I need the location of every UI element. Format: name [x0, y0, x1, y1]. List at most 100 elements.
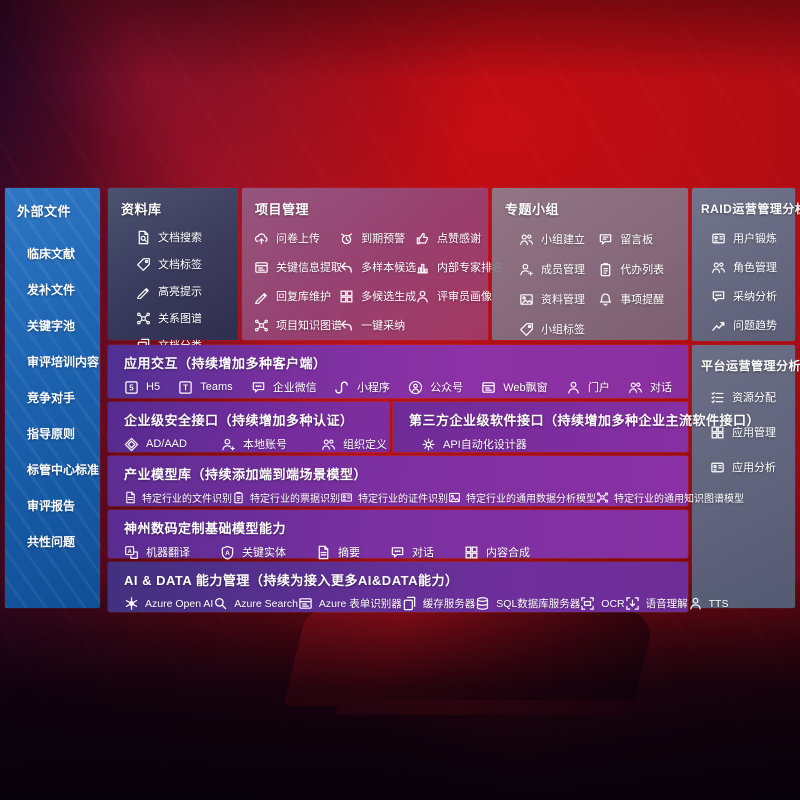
item-document-tags: 文档标签: [136, 256, 238, 272]
item-label: 摘要: [338, 547, 360, 559]
ocr-icon: [580, 596, 595, 611]
item-label: 语音理解: [645, 598, 688, 610]
external-files-sidebar: 外部文件 临床文献 发补文件 关键字池 审评培训内容 竞争对手 指导原则 标管中心标准 审评报…: [5, 188, 100, 608]
item-label: Azure Search: [234, 597, 298, 610]
item-content-synthesis: 内容合成: [464, 544, 530, 560]
item-label: 关键信息提取: [276, 262, 342, 274]
item-label: 特定行业的票据识别: [250, 494, 340, 505]
item-label: 资料管理: [541, 294, 585, 306]
network-icon: [596, 491, 609, 504]
doc-search-icon: [136, 230, 151, 245]
item-label: 临床文献: [27, 247, 76, 261]
item-application-analysis: 应用分析: [710, 459, 795, 475]
item-role-management: 角色管理: [711, 259, 795, 275]
groups-title: 专题小组: [505, 202, 560, 217]
item-label: 指导原则: [27, 427, 76, 441]
item-due-warning: 到期预警: [339, 230, 415, 246]
item-adoption-analysis: 采纳分析: [711, 288, 795, 304]
item-reviewer-profile: 评审员画像: [415, 288, 492, 304]
item-guidelines: 指导原则: [27, 425, 100, 442]
item-multi-sample-candidates: 多样本候选: [339, 259, 416, 275]
item-dialogue: 对话: [390, 544, 434, 560]
list-icon: [710, 390, 725, 405]
t-icon: [178, 380, 193, 395]
item-label: 小组标签: [541, 324, 585, 336]
person-icon: [688, 596, 703, 611]
item-label: 特定行业的文件识别: [142, 494, 232, 505]
item-label: 采纳分析: [733, 291, 777, 303]
item-like-thanks: 点赞感谢: [415, 230, 484, 246]
item-label: Teams: [200, 381, 233, 393]
item-label: 门户: [587, 382, 610, 394]
card-icon: [711, 231, 726, 246]
item-multi-candidate-generation: 多候选生成: [339, 288, 416, 304]
sidebar-list: 临床文献 发补文件 关键字池 审评培训内容 竞争对手 指导原则 标管中心标准 审评报告 共性问题: [5, 220, 100, 550]
item-label: 小程序: [356, 382, 390, 394]
item-common-issues: 共性问题: [27, 533, 100, 550]
item-api-auto-designer: API自动化设计器: [421, 436, 527, 452]
industry-items: 特定行业的文件识别 特定行业的票据识别 特定行业的证件识别 特定行业的通用数据分析模型…: [108, 483, 744, 505]
clipboard-icon: [232, 491, 245, 504]
item-industry-receipt-recognition: 特定行业的票据识别: [232, 490, 340, 505]
item-label: 关键实体: [242, 547, 286, 559]
item-group-creation: 小组建立: [519, 231, 598, 247]
flower-icon: [124, 596, 139, 611]
item-label: 角色管理: [733, 262, 777, 274]
image-icon: [448, 491, 461, 504]
thirdparty-items: API自动化设计器: [393, 429, 688, 452]
item-label: 缓存服务器: [422, 598, 476, 610]
item-one-click-adoption: 一键采纳: [339, 317, 415, 333]
diamond-icon: [124, 437, 139, 452]
item-label: 审评报告: [27, 499, 76, 513]
reply-icon: [339, 318, 354, 333]
item-label: 高亮提示: [158, 286, 202, 298]
network-icon: [136, 311, 151, 326]
item-label: OCR: [601, 597, 625, 610]
item-label: 关键字池: [27, 319, 76, 333]
item-label: 标管中心标准: [27, 463, 100, 477]
chart-icon: [415, 260, 430, 275]
security-interface-row: 企业级安全接口（持续增加多种认证） AD/AAD 本地账号 组织定义: [108, 402, 389, 452]
item-label: 对话: [649, 382, 672, 394]
item-label: 文档标签: [158, 259, 202, 271]
item-label: 发补文件: [27, 283, 76, 297]
item-questionnaire-upload: 问卷上传: [254, 230, 339, 246]
item-label: 小组建立: [541, 234, 585, 246]
item-issue-trends: 问题趋势: [711, 317, 795, 333]
item-label: 一键采纳: [361, 320, 406, 332]
item-review-training-content: 审评培训内容: [27, 353, 100, 370]
item-label: 机器翻译: [146, 547, 190, 559]
platform-list: 资源分配 应用管理 应用分析: [692, 374, 795, 475]
project-management-panel: 项目管理 问卷上传 到期预警 点赞感谢 关键信息提取 多样本候选 内部专家排名 回复库维护 多…: [242, 188, 503, 340]
item-label: 本地账号: [242, 439, 287, 451]
docs-icon: [402, 596, 417, 611]
item-cde-center-standards: 标管中心标准: [27, 461, 100, 478]
item-label: 成员管理: [541, 264, 585, 276]
item-label: 回复库维护: [276, 291, 331, 303]
item-label: 问卷上传: [276, 233, 320, 245]
item-label: 组织定义: [342, 439, 387, 451]
item-sql-database-server: SQL数据库服务器: [475, 596, 580, 611]
pen-icon: [254, 289, 269, 304]
item-industry-data-analysis-model: 特定行业的通用数据分析模型: [448, 490, 596, 505]
item-project-knowledge-graph: 项目知识图谱: [254, 317, 342, 333]
person-add-icon: [519, 262, 534, 277]
item-label: 到期预警: [361, 233, 406, 245]
item-label: 对话: [412, 547, 434, 559]
item-label: 关系图谱: [158, 313, 202, 325]
image-icon: [519, 292, 534, 307]
item-industry-id-recognition: 特定行业的证件识别: [340, 490, 448, 505]
item-application-management: 应用管理: [710, 424, 795, 440]
translate-icon: [124, 545, 139, 560]
item-label: 特定行业的通用知识图谱模型: [614, 494, 744, 505]
sidebar-title: 外部文件: [17, 204, 72, 219]
item-reply-library-maintenance: 回复库维护: [254, 288, 339, 304]
item-industry-knowledge-graph-model: 特定行业的通用知识图谱模型: [596, 490, 744, 505]
alarm-icon: [339, 231, 354, 246]
shenzhou-title: 神州数码定制基础模型能力: [124, 521, 287, 536]
clipboard-icon: [598, 262, 613, 277]
item-keyword-pool: 关键字池: [27, 317, 100, 334]
groups-grid: 小组建立 留言板 成员管理 代办列表 资料管理 事项提醒 小组标签: [492, 218, 688, 337]
item-summarization: 摘要: [316, 544, 360, 560]
